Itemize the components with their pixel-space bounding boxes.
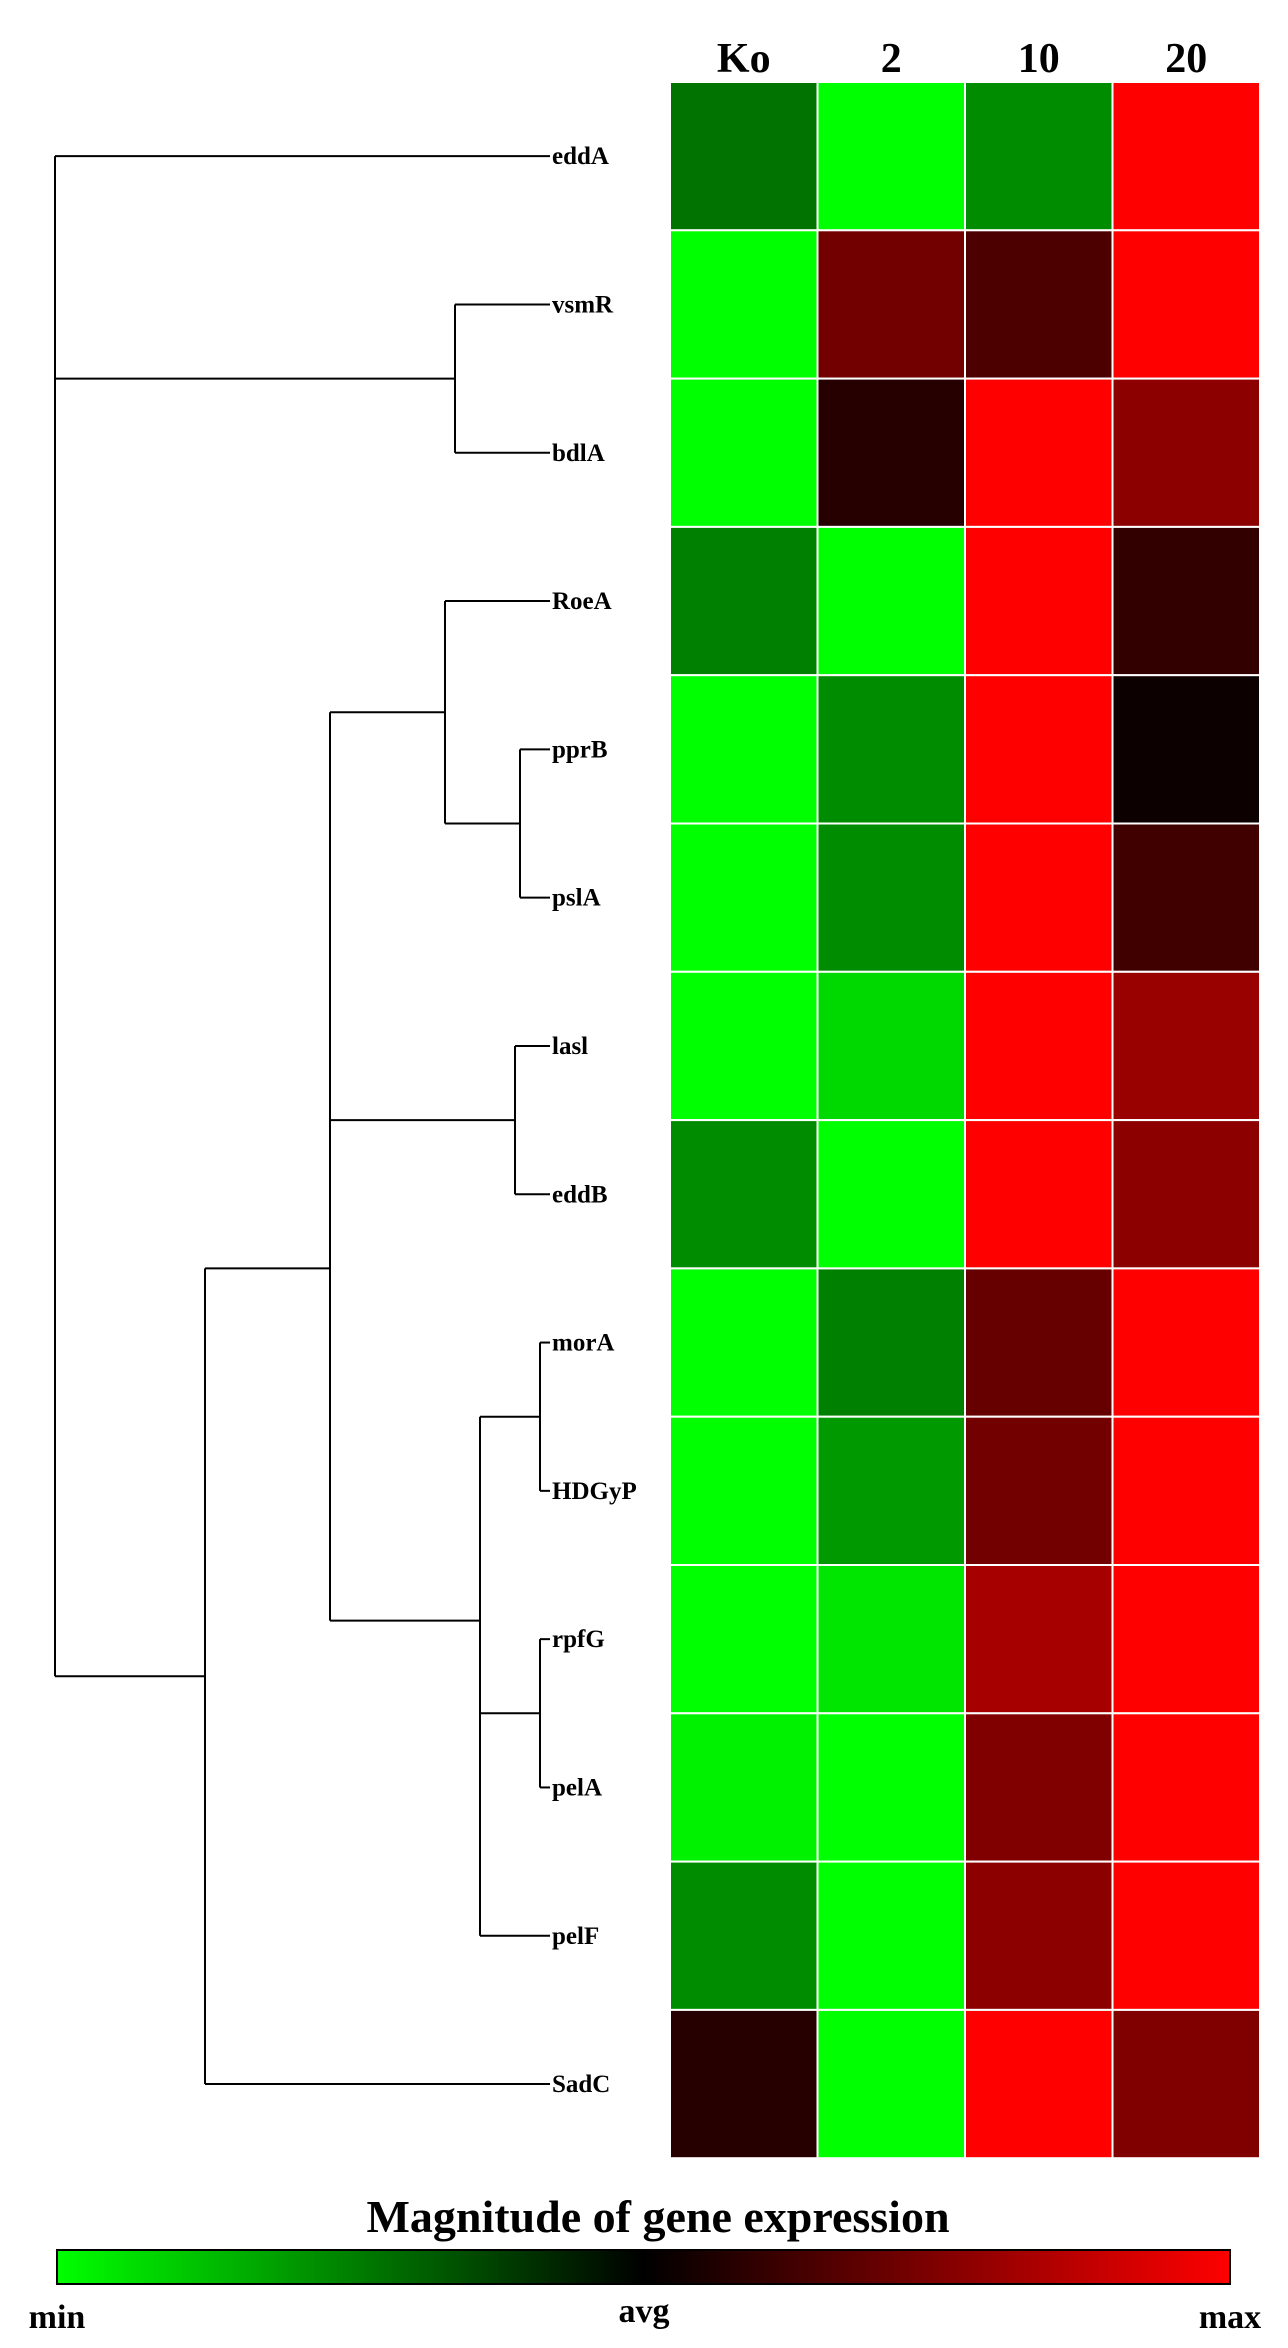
heatmap-cell-RoeA-2 bbox=[816, 525, 966, 677]
row-label-pslA: pslA bbox=[552, 885, 601, 912]
heatmap-cell-rpfG-2 bbox=[816, 1564, 966, 1715]
row-dendrogram bbox=[54, 155, 550, 2086]
column-label-10: 10 bbox=[1018, 36, 1060, 82]
heatmap-cell-vsmR-10 bbox=[964, 229, 1114, 380]
heatmap-cell-eddB-2 bbox=[816, 1119, 966, 1270]
heatmap-cell-lasl-10 bbox=[964, 970, 1114, 1122]
heatmap-cell-vsmR-20 bbox=[1111, 229, 1261, 380]
heatmap-cell-bdlA-10 bbox=[964, 377, 1114, 528]
heatmap-cell-HDGyP-20 bbox=[1111, 1415, 1261, 1566]
heatmap-cell-eddA-2 bbox=[816, 81, 966, 232]
row-label-lasl: lasl bbox=[552, 1033, 588, 1060]
heatmap-cell-bdlA-20 bbox=[1111, 377, 1261, 528]
heatmap-cell-RoeA-20 bbox=[1111, 525, 1261, 677]
legend-avg-label: avg bbox=[619, 2293, 670, 2330]
heatmap-cell-eddA-20 bbox=[1111, 81, 1261, 232]
heatmap-cell-HDGyP-10 bbox=[964, 1415, 1114, 1566]
heatmap-cell-eddB-Ko bbox=[669, 1119, 819, 1270]
heatmap-cell-SadC-2 bbox=[816, 2008, 966, 2160]
heatmap-cell-eddA-Ko bbox=[669, 81, 819, 232]
heatmap-cell-pelA-10 bbox=[964, 1712, 1114, 1863]
heatmap-cell-SadC-20 bbox=[1111, 2008, 1261, 2160]
row-label-vsmR: vsmR bbox=[552, 291, 614, 318]
row-label-pprB: pprB bbox=[552, 736, 608, 763]
heatmap-cell-pslA-10 bbox=[964, 822, 1114, 973]
legend-min-label: min bbox=[29, 2299, 86, 2336]
heatmap-cell-morA-20 bbox=[1111, 1267, 1261, 1418]
heatmap-cell-pprB-20 bbox=[1111, 674, 1261, 825]
heatmap-cell-pslA-2 bbox=[816, 822, 966, 973]
color-legend: Magnitude of gene expression min avg max bbox=[29, 2191, 1262, 2336]
legend-gradient-bar bbox=[56, 2249, 1231, 2285]
heatmap-cells bbox=[669, 81, 1261, 2160]
heatmap-cell-eddB-10 bbox=[964, 1119, 1114, 1270]
heatmap-cell-pprB-Ko bbox=[669, 674, 819, 825]
heatmap-cell-rpfG-20 bbox=[1111, 1564, 1261, 1715]
row-label-rpfG: rpfG bbox=[552, 1626, 605, 1653]
heatmap-cell-pelA-2 bbox=[816, 1712, 966, 1863]
column-label-2: 2 bbox=[881, 36, 902, 82]
heatmap-cell-morA-10 bbox=[964, 1267, 1114, 1418]
row-label-morA: morA bbox=[552, 1330, 614, 1357]
heatmap-cell-eddB-20 bbox=[1111, 1119, 1261, 1270]
row-label-eddB: eddB bbox=[552, 1181, 608, 1208]
heatmap-cell-lasl-Ko bbox=[669, 970, 819, 1122]
heatmap-cell-pslA-20 bbox=[1111, 822, 1261, 973]
row-label-SadC: SadC bbox=[552, 2071, 610, 2098]
legend-title: Magnitude of gene expression bbox=[366, 2191, 949, 2242]
heatmap-cell-vsmR-2 bbox=[816, 229, 966, 380]
heatmap-cell-RoeA-Ko bbox=[669, 525, 819, 677]
heatmap-cell-pprB-10 bbox=[964, 674, 1114, 825]
heatmap-cell-pelF-2 bbox=[816, 1860, 966, 2011]
heatmap-cell-rpfG-Ko bbox=[669, 1564, 819, 1715]
legend-max-label: max bbox=[1199, 2299, 1261, 2336]
row-label-RoeA: RoeA bbox=[552, 588, 612, 615]
heatmap-cell-pslA-Ko bbox=[669, 822, 819, 973]
row-label-bdlA: bdlA bbox=[552, 440, 605, 467]
heatmap-cell-pelA-Ko bbox=[669, 1712, 819, 1863]
heatmap-cell-vsmR-Ko bbox=[669, 229, 819, 380]
heatmap-cell-morA-Ko bbox=[669, 1267, 819, 1418]
heatmap-cell-eddA-10 bbox=[964, 81, 1114, 232]
heatmap-cell-pprB-2 bbox=[816, 674, 966, 825]
row-label-HDGyP: HDGyP bbox=[552, 1478, 637, 1505]
column-label-20: 20 bbox=[1165, 36, 1207, 82]
heatmap-cell-pelA-20 bbox=[1111, 1712, 1261, 1863]
heatmap-cell-rpfG-10 bbox=[964, 1564, 1114, 1715]
heatmap-cell-SadC-Ko bbox=[669, 2008, 819, 2160]
row-label-pelA: pelA bbox=[552, 1774, 602, 1801]
heatmap-cell-lasl-20 bbox=[1111, 970, 1261, 1122]
heatmap-cell-pelF-10 bbox=[964, 1860, 1114, 2011]
heatmap-cell-HDGyP-Ko bbox=[669, 1415, 819, 1566]
heatmap-cell-HDGyP-2 bbox=[816, 1415, 966, 1566]
column-label-Ko: Ko bbox=[717, 36, 771, 82]
heatmap-cell-pelF-Ko bbox=[669, 1860, 819, 2011]
heatmap-cell-pelF-20 bbox=[1111, 1860, 1261, 2011]
row-label-eddA: eddA bbox=[552, 143, 609, 170]
heatmap-cell-bdlA-2 bbox=[816, 377, 966, 528]
row-label-pelF: pelF bbox=[552, 1923, 599, 1950]
heatmap-cell-RoeA-10 bbox=[964, 525, 1114, 677]
heatmap-cell-SadC-10 bbox=[964, 2008, 1114, 2160]
column-labels: Ko 2 10 20 bbox=[717, 36, 1207, 82]
heatmap-cell-morA-2 bbox=[816, 1267, 966, 1418]
heatmap-cell-lasl-2 bbox=[816, 970, 966, 1122]
heatmap-cell-bdlA-Ko bbox=[669, 377, 819, 528]
row-labels: eddA vsmR bdlA RoeA pprB pslA lasl eddB morA HDGy… bbox=[552, 143, 637, 2098]
